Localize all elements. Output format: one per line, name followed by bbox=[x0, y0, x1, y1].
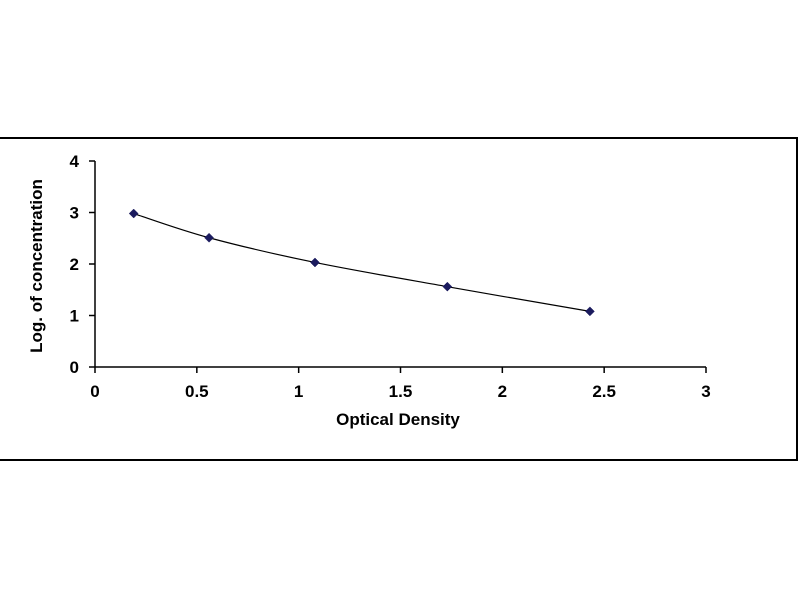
x-axis-title: Optical Density bbox=[336, 410, 460, 429]
data-point-diamond bbox=[310, 257, 320, 268]
series-curve bbox=[133, 212, 591, 312]
axes bbox=[94, 161, 706, 368]
ticks: 0 0.5 1 1.5 2 2.5 3 0 1 2 3 4 bbox=[70, 152, 711, 401]
chart-frame bbox=[0, 137, 798, 461]
series-markers bbox=[128, 208, 595, 317]
x-tick-label: 2.5 bbox=[592, 382, 616, 401]
x-tick-label: 1 bbox=[294, 382, 303, 401]
data-point-diamond bbox=[585, 306, 595, 317]
y-tick-label: 1 bbox=[70, 307, 79, 326]
y-axis-title: Log. of concentration bbox=[27, 179, 46, 353]
y-tick-label: 3 bbox=[70, 204, 79, 223]
series-line bbox=[133, 212, 591, 312]
data-point-diamond bbox=[128, 208, 139, 219]
x-tick-label: 2 bbox=[498, 382, 507, 401]
x-tick-label: 3 bbox=[701, 382, 710, 401]
y-tick-label: 2 bbox=[70, 255, 79, 274]
y-tick-label: 0 bbox=[70, 358, 79, 377]
data-point-diamond bbox=[204, 232, 214, 243]
x-tick-label: 0.5 bbox=[185, 382, 209, 401]
x-tick-label: 1.5 bbox=[389, 382, 413, 401]
y-tick-label: 4 bbox=[70, 152, 80, 171]
data-point-diamond bbox=[442, 281, 453, 292]
x-tick-label: 0 bbox=[90, 382, 99, 401]
